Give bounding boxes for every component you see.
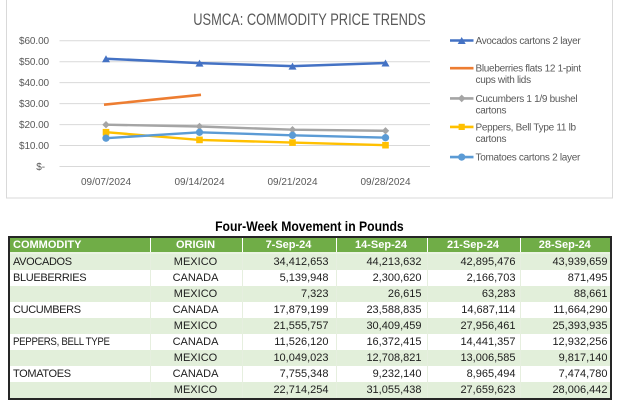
svg-text:cartons: cartons bbox=[476, 105, 507, 116]
svg-text:Avocados cartons 2 layer: Avocados cartons 2 layer bbox=[476, 36, 582, 47]
svg-text:$40.00: $40.00 bbox=[19, 78, 50, 89]
svg-text:$10.00: $10.00 bbox=[19, 141, 50, 152]
svg-text:$60.00: $60.00 bbox=[19, 36, 50, 47]
svg-text:Peppers, Bell Type 11 lb: Peppers, Bell Type 11 lb bbox=[476, 122, 577, 133]
svg-text:09/14/2024: 09/14/2024 bbox=[174, 177, 224, 188]
svg-text:cartons: cartons bbox=[476, 134, 507, 145]
svg-text:09/21/2024: 09/21/2024 bbox=[267, 177, 317, 188]
svg-text:$50.00: $50.00 bbox=[19, 57, 50, 68]
svg-text:Tomatoes cartons 2 layer: Tomatoes cartons 2 layer bbox=[476, 153, 581, 164]
svg-text:09/07/2024: 09/07/2024 bbox=[81, 177, 131, 188]
svg-text:USMCA: COMMODITY PRICE TRENDS: USMCA: COMMODITY PRICE TRENDS bbox=[193, 10, 426, 29]
svg-text:cups with lids: cups with lids bbox=[476, 75, 532, 86]
svg-text:$20.00: $20.00 bbox=[19, 120, 50, 131]
svg-text:09/28/2024: 09/28/2024 bbox=[360, 177, 410, 188]
svg-text:$-: $- bbox=[36, 162, 45, 173]
svg-text:$30.00: $30.00 bbox=[19, 99, 50, 110]
svg-text:Blueberries flats 12 1-pint: Blueberries flats 12 1-pint bbox=[476, 64, 582, 75]
svg-text:Cucumbers 1 1/9 bushel: Cucumbers 1 1/9 bushel bbox=[476, 94, 578, 105]
